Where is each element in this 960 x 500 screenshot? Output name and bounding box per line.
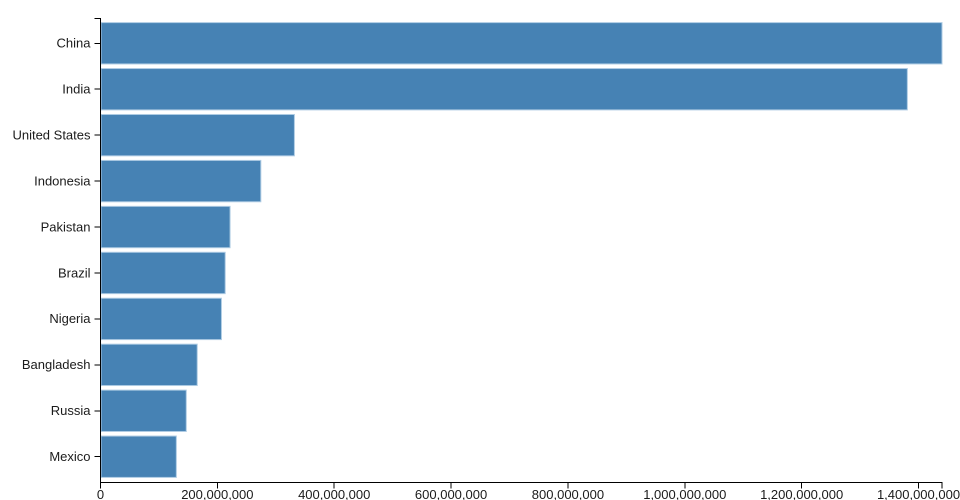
x-tick-label: 1,000,000,000: [643, 487, 726, 500]
x-tick-label: 200,000,000: [181, 487, 253, 500]
x-tick-label: 1,400,000,000: [877, 487, 960, 500]
y-tick-label: Pakistan: [41, 219, 91, 234]
y-tick-label: China: [57, 36, 92, 51]
y-tick-label: Brazil: [58, 265, 91, 280]
x-tick-label: 800,000,000: [532, 487, 604, 500]
bar-united-states: [100, 113, 295, 157]
bar-russia: [100, 389, 187, 432]
y-axis: China India United States Indonesia Pakistan…: [12, 18, 101, 483]
y-axis-line: [94, 18, 101, 483]
bar-nigeria: [100, 297, 222, 341]
x-tick-label: 1,200,000,000: [760, 487, 843, 500]
bar-bangladesh: [100, 343, 198, 387]
bar-brazil: [100, 251, 226, 295]
y-tick-label: Nigeria: [49, 311, 91, 326]
bar-indonesia: [100, 159, 262, 203]
x-tick-label: 600,000,000: [415, 487, 487, 500]
y-tick-label: Indonesia: [34, 173, 91, 188]
y-tick-label: Russia: [51, 403, 92, 418]
bar-mexico: [100, 435, 177, 478]
y-tick-label: India: [62, 82, 91, 97]
bar-china: [100, 22, 943, 65]
bar-pakistan: [100, 205, 231, 249]
bars-group: [100, 22, 943, 478]
y-tick-label: United States: [12, 127, 91, 142]
y-tick-label: Mexico: [49, 449, 90, 464]
x-tick-label: 0: [97, 487, 104, 500]
x-axis: 0 200,000,000 400,000,000 600,000,000 800,00…: [97, 482, 960, 500]
x-tick-label: 400,000,000: [298, 487, 370, 500]
y-tick-label: Bangladesh: [22, 357, 91, 372]
bar-india: [100, 68, 908, 111]
